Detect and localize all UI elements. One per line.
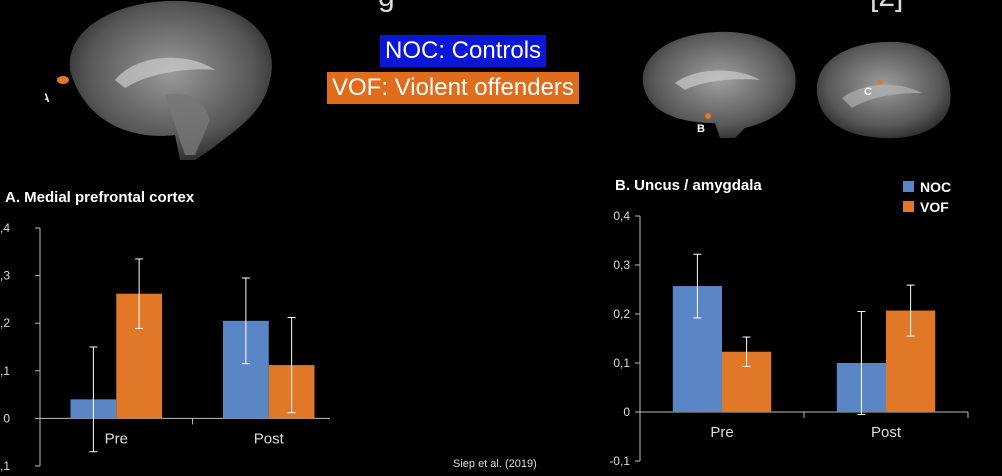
legend-label-vof: VOF — [920, 199, 949, 215]
legend-swatch-noc — [903, 181, 914, 192]
y-tick-label: 0,2 — [0, 316, 10, 330]
brain-label-c: C — [864, 86, 872, 98]
brain-sagittal-image-c: C — [816, 41, 951, 139]
brain-label-a: A — [45, 91, 50, 105]
slide-reference-fragment: [2] — [870, 0, 903, 14]
vof-legend-box: VOF: Violent offenders — [327, 72, 579, 104]
y-tick-label: 0,1 — [0, 364, 10, 378]
y-tick-label: 0,4 — [0, 221, 10, 235]
citation-credit: Siep et al. (2019) — [453, 458, 537, 470]
y-tick-label: 0,1 — [613, 356, 630, 370]
x-tick-label-pre: Pre — [105, 430, 128, 447]
y-tick-label: -0,1 — [0, 459, 10, 473]
x-tick-label-post: Post — [254, 430, 285, 447]
x-tick-label-post: Post — [871, 424, 902, 441]
brain-sagittal-image-a: A — [45, 0, 272, 160]
noc-legend-box: NOC: Controls — [380, 35, 547, 67]
chart-title: B. Uncus / amygdala — [615, 177, 762, 194]
y-tick-label: 0 — [623, 405, 630, 419]
y-tick-label: 0,2 — [613, 307, 630, 321]
y-tick-label: 0,3 — [0, 269, 10, 283]
brain-label-b: B — [697, 123, 705, 135]
brain-sagittal-image-b: B — [642, 31, 796, 138]
slide-title-fragment: g — [378, 0, 395, 14]
chart-uncus-amygdala: B. Uncus / amygdala -0,1 0 0,1 0,2 0,3 0,4 Pre P… — [609, 177, 969, 468]
y-tick-label: 0 — [3, 411, 10, 425]
y-tick-label: -0,1 — [609, 454, 630, 468]
legend-swatch-vof — [903, 201, 914, 212]
chart-medial-prefrontal-cortex: A. Medial prefrontal cortex -0,1 0 0,1 0,2 0,… — [0, 189, 330, 473]
chart-title: A. Medial prefrontal cortex — [5, 189, 195, 206]
x-tick-label-pre: Pre — [710, 424, 733, 441]
y-tick-label: 0,4 — [613, 209, 630, 223]
legend-label-noc: NOC — [920, 179, 951, 195]
y-tick-label: 0,3 — [613, 258, 630, 272]
